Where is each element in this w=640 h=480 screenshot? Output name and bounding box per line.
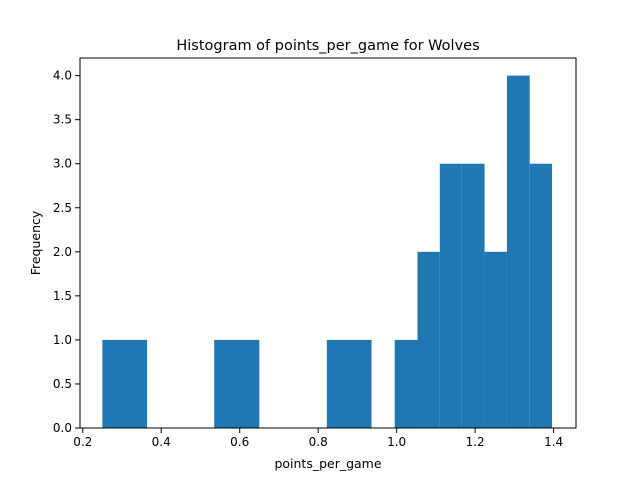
x-axis-ticks: 0.2 0.4 0.6 0.8 1.0 1.2 1.4	[73, 428, 563, 449]
x-axis-label: points_per_game	[274, 456, 381, 471]
y-tick-label-1: 0.5	[53, 377, 72, 391]
x-tick-label-2: 0.6	[230, 435, 249, 449]
histogram-bar-9	[439, 163, 462, 428]
y-tick-label-2: 1.0	[53, 333, 72, 347]
histogram-bar-3	[214, 339, 260, 428]
x-tick-label-4: 1.0	[387, 435, 406, 449]
histogram-bar-0	[102, 339, 148, 428]
y-tick-label-4: 2.0	[53, 245, 72, 259]
plot-frame	[79, 57, 577, 429]
x-tick-label-5: 1.2	[466, 435, 485, 449]
y-tick-label-3: 1.5	[53, 289, 72, 303]
y-tick-label-5: 2.5	[53, 201, 72, 215]
y-tick-label-8: 4.0	[53, 69, 72, 83]
x-tick-label-3: 0.8	[309, 435, 328, 449]
y-axis-label: Frequency	[28, 210, 43, 275]
y-axis-ticks: 0.0 0.5 1.0 1.5 2.0 2.5 3.0 3.5 4.0	[53, 69, 80, 435]
histogram-bar-8	[417, 251, 440, 428]
x-tick-label-0: 0.2	[73, 435, 92, 449]
histogram-bar-11	[484, 251, 507, 428]
histogram-bar-12	[506, 75, 530, 428]
y-tick-label-0: 0.0	[53, 421, 72, 435]
x-tick-label-6: 1.4	[544, 435, 563, 449]
histogram-bar-7	[394, 339, 418, 428]
histogram-bar-5	[326, 339, 372, 428]
x-tick-label-1: 0.4	[152, 435, 171, 449]
histogram-bar-10	[461, 163, 485, 428]
histogram-bars	[102, 75, 553, 428]
y-tick-label-7: 3.5	[53, 113, 72, 127]
histogram-bar-13	[529, 163, 553, 428]
y-tick-label-6: 3.0	[53, 157, 72, 171]
chart-title: Histogram of points_per_game for Wolves	[176, 38, 479, 54]
